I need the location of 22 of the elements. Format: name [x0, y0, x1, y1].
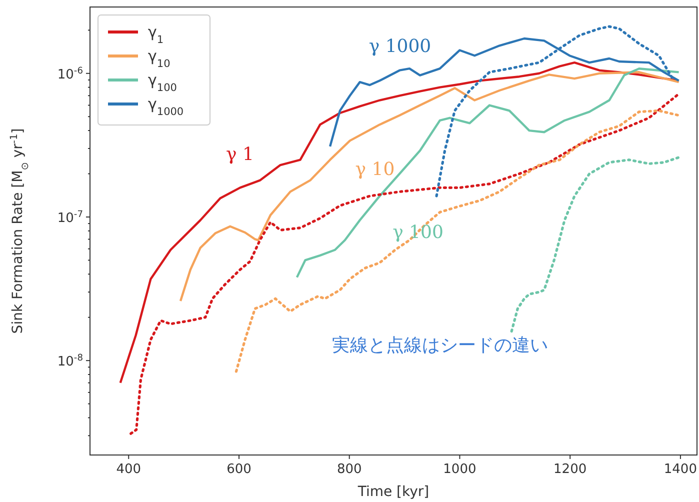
legend-label: γ$_{1000}$	[148, 95, 184, 118]
line-series	[296, 67, 680, 278]
line-series	[510, 156, 680, 333]
x-tick-label: 1400	[664, 462, 697, 477]
line-series	[234, 109, 680, 373]
y-tick-label: 10$^{-6}$	[57, 66, 84, 82]
x-tick-label: 800	[336, 462, 362, 477]
x-tick-label: 1000	[443, 462, 476, 477]
x-tick-label: 1200	[554, 462, 587, 477]
legend-label: γ$_{100}$	[148, 71, 177, 94]
legend-label: γ$_{1}$	[148, 23, 164, 46]
y-tick-label: 10$^{-8}$	[57, 354, 84, 370]
x-tick-label: 400	[116, 462, 142, 477]
annotation: γ 1000	[368, 36, 432, 57]
x-tick-label: 600	[226, 462, 252, 477]
annotation: γ 10	[355, 159, 395, 180]
x-axis-title: Time [kyr]	[356, 484, 430, 500]
annotation: γ 1	[226, 144, 254, 165]
annotation: 実線と点線はシードの違い	[332, 335, 548, 356]
y-tick-label: 10$^{-7}$	[57, 210, 84, 226]
legend-label: γ$_{10}$	[148, 47, 170, 70]
line-series	[130, 92, 680, 435]
